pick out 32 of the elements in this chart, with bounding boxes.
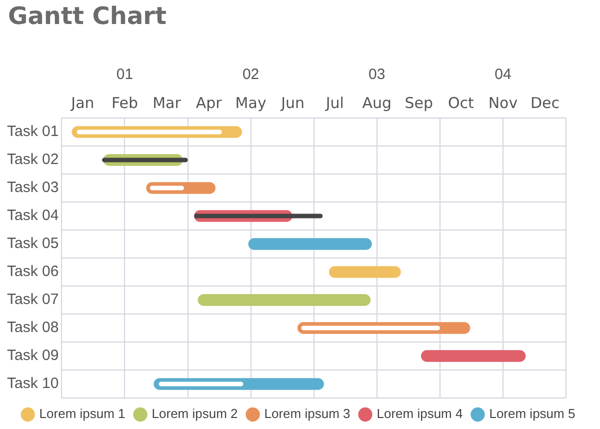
x-tick-label: 04 xyxy=(494,66,512,84)
x-tick-label: 01 xyxy=(116,66,134,84)
text: May xyxy=(235,94,266,112)
y-tick-label: Task 07 xyxy=(6,291,59,308)
y-tick-label: Task 09 xyxy=(6,347,59,364)
text: Aug xyxy=(362,94,392,112)
legend-label: Lorem ipsum 5 xyxy=(489,406,576,422)
text: Dec xyxy=(530,94,560,112)
legend-label: Lorem ipsum 3 xyxy=(264,406,350,422)
y-tick-label: Task 02 xyxy=(6,151,59,168)
text: Mar xyxy=(152,94,182,112)
legend-label: Lorem ipsum 2 xyxy=(152,406,238,422)
y-tick-label: Task 01 xyxy=(6,123,59,140)
text: Feb xyxy=(111,94,138,112)
text: Jan xyxy=(70,94,94,112)
y-tick-label: Task 06 xyxy=(6,263,59,280)
legend-label: Lorem ipsum 1 xyxy=(39,406,126,422)
y-tick-label: Task 05 xyxy=(6,235,59,252)
text: Jul xyxy=(324,94,344,112)
chart-title: Gantt Chart xyxy=(8,2,168,32)
legend-label: Lorem ipsum 4 xyxy=(376,406,463,422)
y-tick-label: Task 08 xyxy=(6,319,59,336)
y-tick-label: Task 10 xyxy=(6,375,59,392)
text: Sep xyxy=(404,94,434,112)
text: Oct xyxy=(448,94,474,112)
x-tick-label: 02 xyxy=(242,66,260,84)
text: Apr xyxy=(196,94,223,112)
y-tick-label: Task 04 xyxy=(6,207,59,224)
y-tick-label: Task 03 xyxy=(6,179,59,196)
text: Jun xyxy=(280,94,305,112)
text: Nov xyxy=(488,94,518,112)
x-tick-label: 03 xyxy=(368,66,386,84)
